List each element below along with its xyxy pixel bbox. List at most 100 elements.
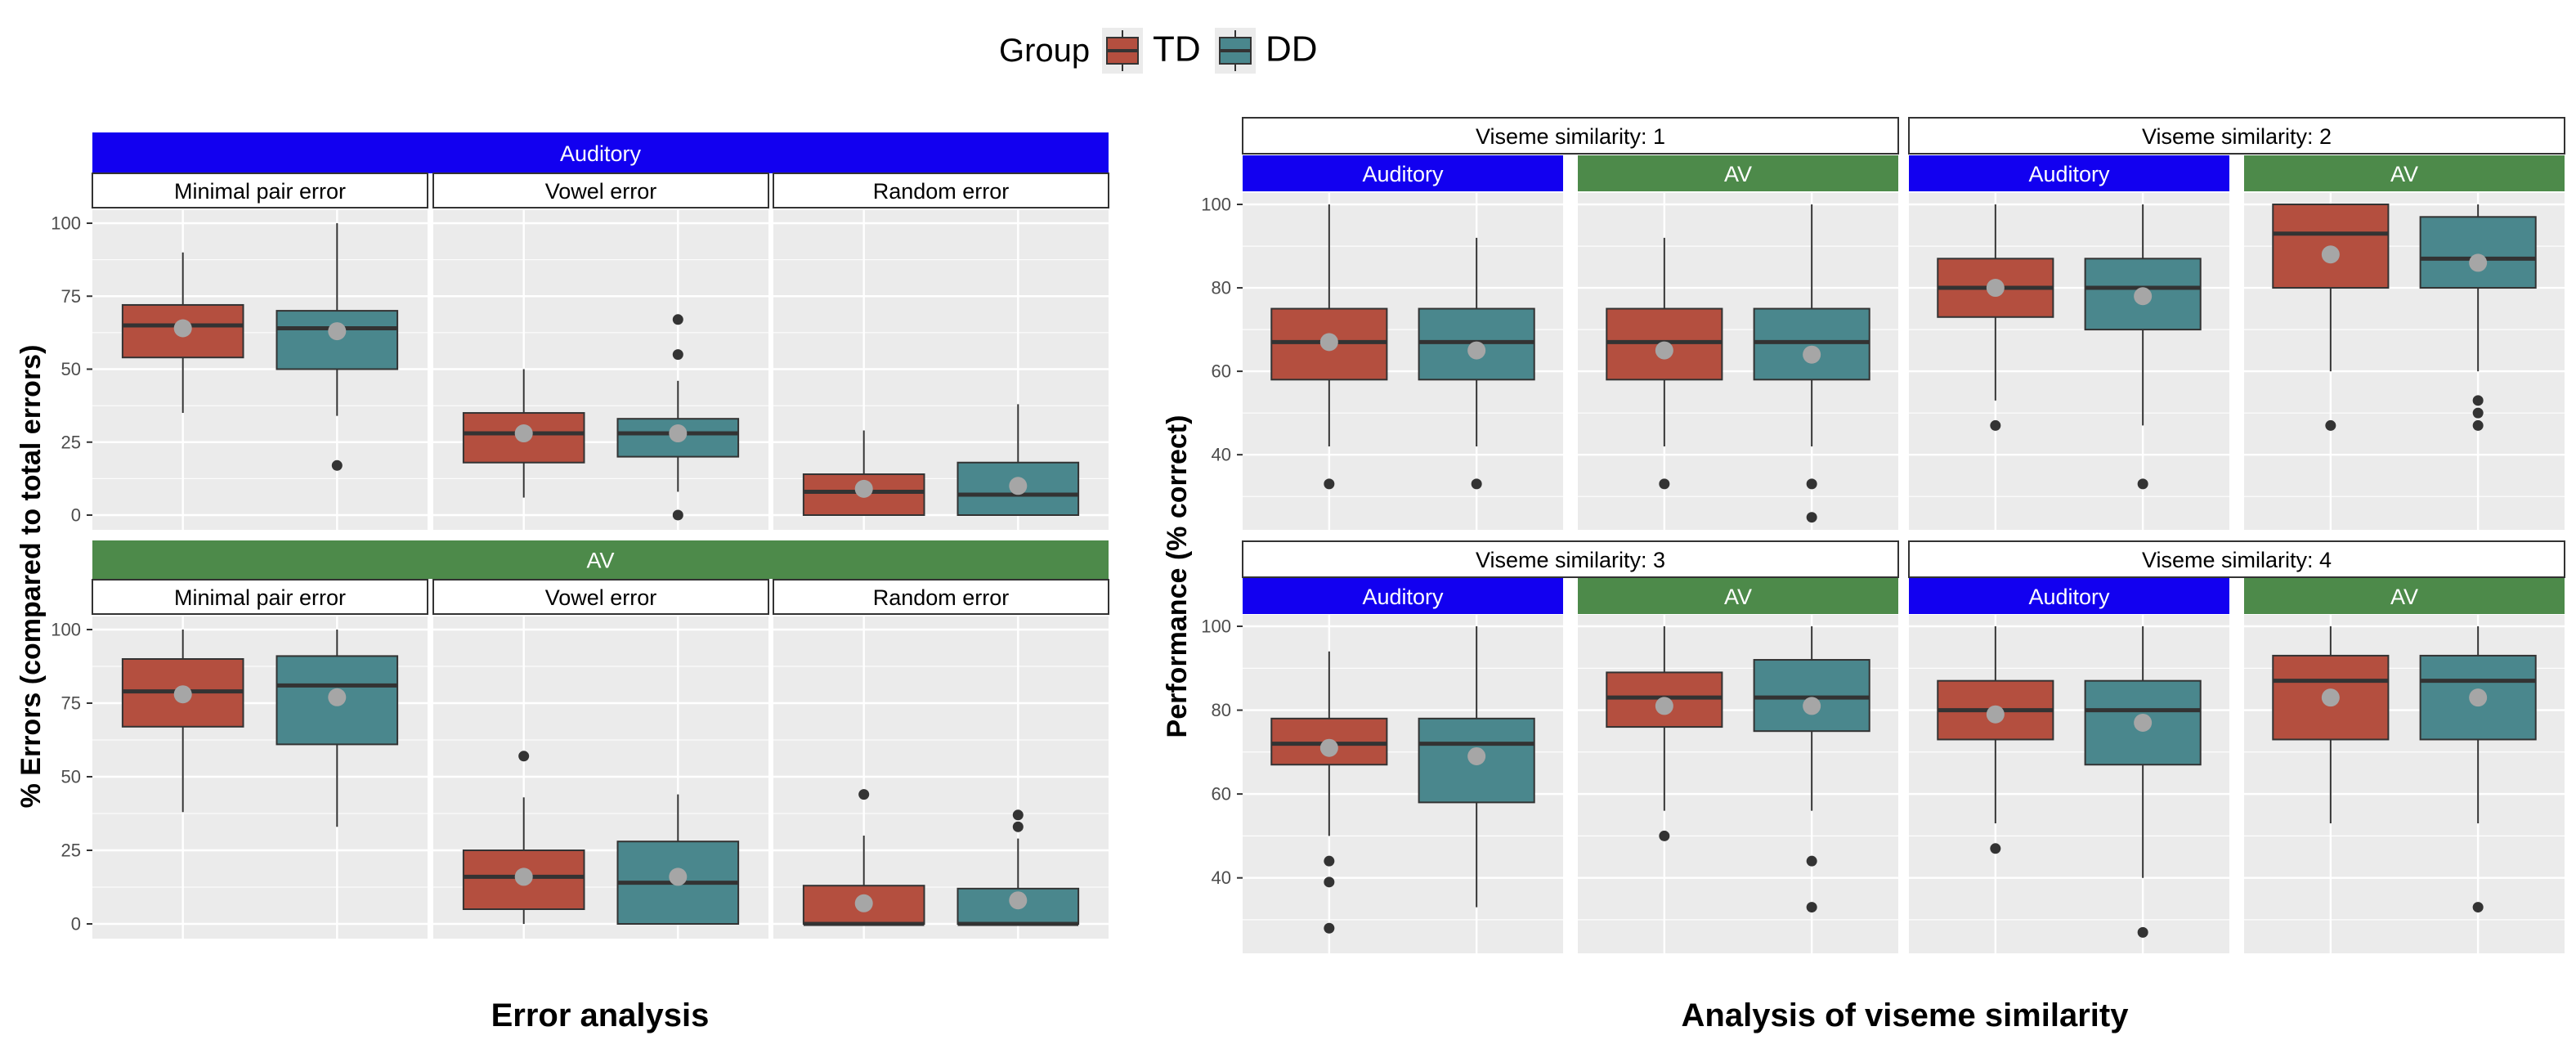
outlier-point — [672, 314, 683, 325]
outlier-point — [1990, 419, 2001, 431]
y-tick-label: 40 — [1212, 867, 1231, 888]
mean-point — [854, 479, 873, 498]
right-y-axis-title: Performance (% correct) — [1162, 415, 1193, 738]
right-caption: Analysis of viseme similarity — [1682, 997, 2130, 1033]
right-panel-1-0-box-TD — [1937, 204, 2054, 431]
right-panel-2-0-box-DD — [1418, 626, 1535, 908]
y-tick-label: 100 — [1201, 616, 1231, 637]
right-panel-0-0-box-TD — [1270, 204, 1388, 490]
left-panel-0-0-box-TD — [121, 252, 244, 414]
condition-strip-av-label: AV — [2390, 162, 2418, 186]
mean-point — [1319, 738, 1338, 757]
right-panel-2-1-box-DD — [1753, 626, 1870, 913]
outlier-point — [1324, 876, 1335, 888]
legend-label-DD: DD — [1266, 29, 1318, 69]
right-panel-2-0-box-TD — [1270, 651, 1388, 934]
right-panel-3-1-box-TD — [2272, 626, 2390, 824]
condition-strip-auditory-label: Auditory — [2028, 162, 2110, 186]
legend-title: Group — [999, 33, 1090, 69]
mean-point — [669, 867, 688, 886]
left-panel-1-2-box-TD — [802, 789, 925, 926]
outlier-point — [1324, 478, 1335, 490]
condition-strip-auditory — [1243, 578, 1563, 614]
left-panel-0-1-box-TD — [462, 369, 585, 498]
right-panel-2-1-box-TD — [1606, 626, 1723, 841]
row-strip-av-label: AV — [586, 549, 614, 573]
y-tick-label: 100 — [1201, 195, 1231, 215]
outlier-point — [1012, 821, 1024, 832]
condition-strip-auditory-label: Auditory — [1362, 162, 1444, 186]
outlier-point — [672, 349, 683, 361]
condition-strip-auditory — [1909, 155, 2229, 191]
y-tick-label: 60 — [1212, 784, 1231, 805]
outlier-point — [1471, 478, 1482, 490]
legend-label-TD: TD — [1153, 29, 1201, 69]
facet-strip-0-label: Minimal pair error — [174, 179, 346, 204]
facet-strip-1 — [432, 173, 769, 208]
y-tick-label: 75 — [61, 286, 81, 307]
outlier-point — [1806, 902, 1817, 913]
left-panel-1-1-box-DD — [616, 794, 740, 925]
outlier-point — [2472, 395, 2484, 406]
iqr-box — [2419, 216, 2537, 289]
viseme-strip-4 — [1908, 540, 2565, 578]
mean-point — [173, 685, 192, 704]
viseme-strip-4-label: Viseme similarity: 4 — [2142, 548, 2332, 572]
y-tick-label: 50 — [61, 767, 81, 787]
mean-point — [1467, 746, 1486, 765]
condition-strip-av-label: AV — [1724, 585, 1752, 609]
right-panel-0-1-box-TD — [1606, 237, 1723, 490]
mean-point — [328, 322, 347, 341]
mean-point — [1803, 697, 1821, 715]
outlier-point — [331, 459, 343, 471]
row-strip-auditory — [92, 132, 1109, 173]
facet-strip-2 — [773, 579, 1109, 615]
outlier-point — [1990, 843, 2001, 854]
right-panel-0-0-box-DD — [1418, 237, 1535, 490]
mean-point — [2469, 253, 2488, 272]
condition-strip-av-label: AV — [2390, 585, 2418, 609]
facet-strip-2-label: Random error — [873, 179, 1010, 204]
outlier-point — [2472, 407, 2484, 419]
outlier-point — [858, 789, 870, 800]
right-panel-3-0-bg — [1909, 615, 2229, 953]
viseme-strip-3 — [1242, 540, 1899, 578]
condition-strip-av — [1578, 155, 1898, 191]
y-tick-label: 80 — [1212, 700, 1231, 720]
y-tick-label: 80 — [1212, 278, 1231, 298]
right-panel-1-0-bg — [1909, 193, 2229, 530]
y-tick-label: 100 — [51, 620, 81, 640]
y-tick-label: 40 — [1212, 445, 1231, 465]
condition-strip-auditory — [1243, 155, 1563, 191]
y-tick-label: 50 — [61, 359, 81, 379]
mean-point — [1319, 333, 1338, 352]
mean-point — [1009, 477, 1028, 495]
condition-strip-auditory-label: Auditory — [2028, 585, 2110, 609]
mean-point — [514, 867, 533, 886]
condition-strip-av-label: AV — [1724, 162, 1752, 186]
y-tick-label: 25 — [61, 432, 81, 452]
facet-strip-2-label: Random error — [873, 585, 1010, 610]
facet-strip-1 — [432, 579, 769, 615]
iqr-box — [1753, 307, 1870, 381]
condition-strip-av — [1578, 578, 1898, 614]
y-tick-label: 0 — [71, 505, 81, 526]
left-panel-1-2-box-DD — [956, 809, 1080, 926]
outlier-point — [2137, 478, 2148, 490]
row-strip-av — [92, 540, 1109, 579]
mean-point — [1655, 341, 1673, 360]
left-panel-0-2-box-DD — [956, 404, 1080, 516]
condition-strip-auditory-label: Auditory — [1362, 585, 1444, 609]
viseme-strip-3-label: Viseme similarity: 3 — [1476, 548, 1665, 572]
outlier-point — [1806, 855, 1817, 867]
y-tick-label: 100 — [51, 213, 81, 234]
viseme-strip-1-label: Viseme similarity: 1 — [1476, 124, 1665, 149]
right-panel-1-1-box-DD — [2419, 204, 2537, 431]
y-tick-label: 0 — [71, 914, 81, 935]
outlier-point — [518, 751, 530, 762]
mean-point — [2321, 688, 2340, 707]
right-panel-1-1-box-TD — [2272, 204, 2390, 431]
left-panel-0-1-box-DD — [616, 314, 740, 521]
